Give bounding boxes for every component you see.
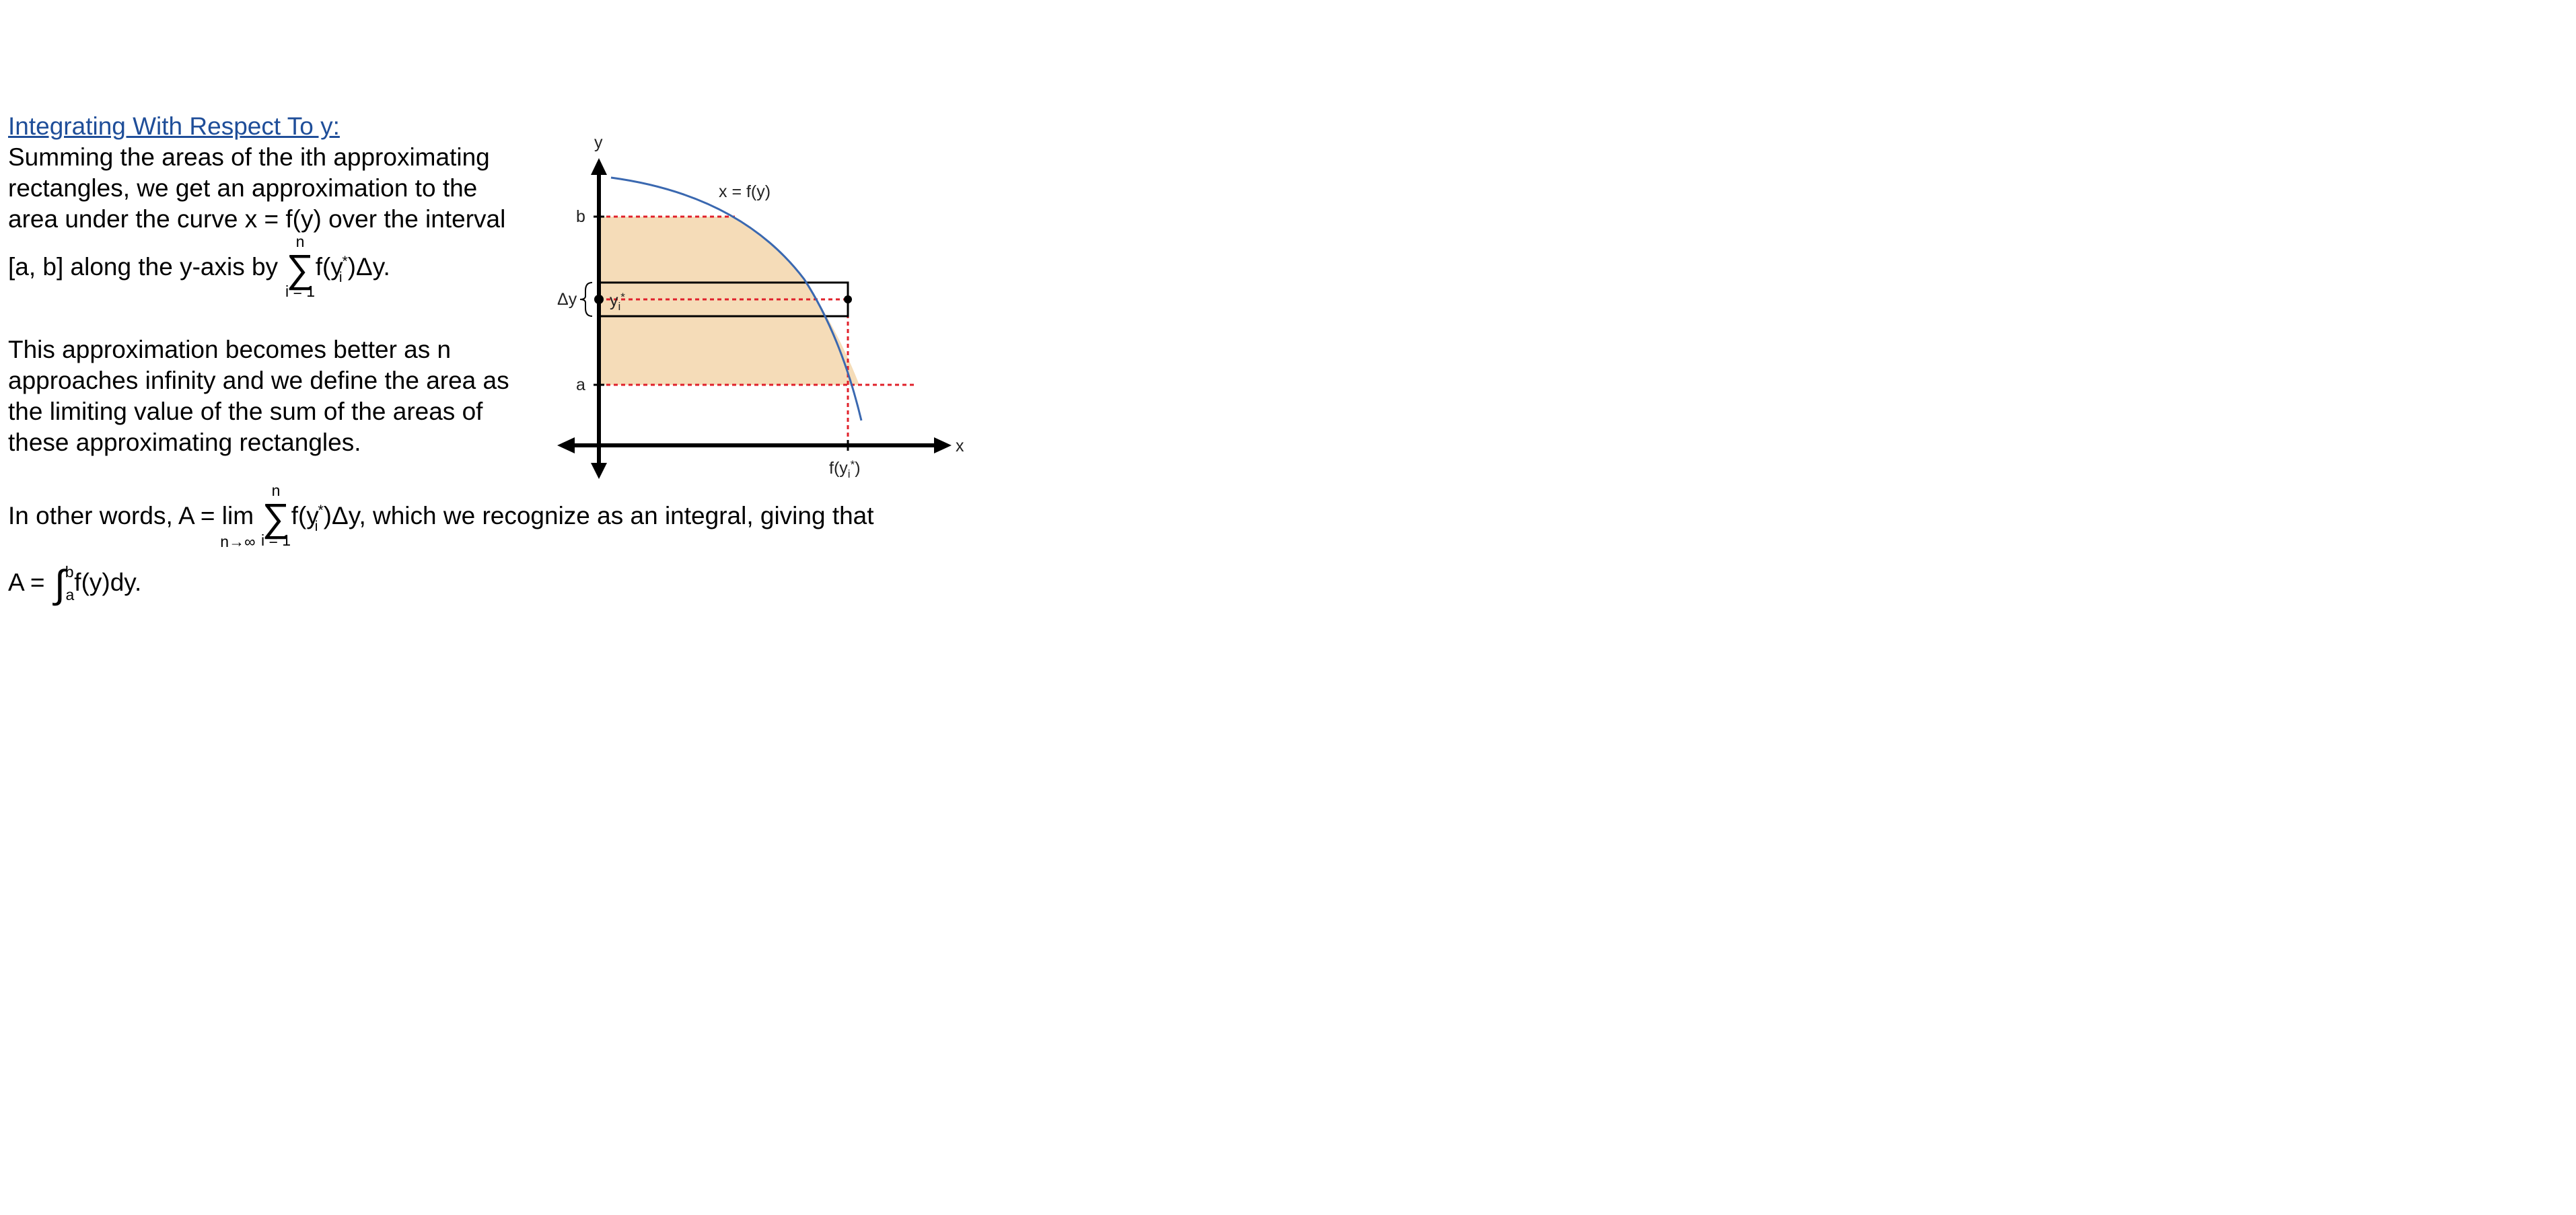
summation-symbol: ∑ n i = 1 — [285, 233, 316, 300]
sum2-term-sup: * — [318, 503, 324, 518]
integral-upper-limit: b — [65, 563, 74, 581]
sum2-term-sub: i — [314, 519, 318, 534]
summation-symbol-2: ∑ n i = 1 — [260, 482, 291, 549]
para1-line3: area under the curve x = f(y) over the i… — [8, 205, 506, 233]
curve-label: x = f(y) — [719, 182, 771, 201]
integrand: f(y)dy. — [74, 568, 142, 596]
section-heading-link[interactable]: Integrating With Respect To y: — [8, 112, 340, 140]
para2-line3: the limiting value of the sum of the are… — [8, 398, 483, 425]
lim-word: lim n→∞ — [220, 501, 255, 550]
sum-term-sub: i — [338, 270, 343, 285]
sum-term: f(y — [315, 253, 343, 281]
para4-line: A = ∫baf(y)dy. — [8, 562, 142, 606]
para3-line: In other words, A = lim n→∞ ∑ n i = 1 f(yi*)… — [8, 482, 874, 551]
sum-lower-limit: i = 1 — [285, 283, 316, 300]
para2-line1: This approximation becomes better as n — [8, 336, 452, 363]
y-axis-up-arrow — [591, 158, 607, 175]
fyi-label: f(yi*) — [829, 458, 861, 480]
para1-line2: rectangles, we get an approximation to t… — [8, 174, 478, 202]
para1-line1: Summing the areas of the ith approximati… — [8, 143, 490, 171]
lim-subscript: n→∞ — [220, 533, 256, 550]
b-label: b — [576, 207, 585, 226]
sum2-lower-limit: i = 1 — [260, 531, 291, 549]
sum-term-sup: * — [342, 254, 348, 269]
para2-line2: approaches infinity and we define the ar… — [8, 367, 509, 394]
y-axis-label: y — [594, 133, 603, 152]
x-axis-right-arrow — [934, 437, 952, 453]
sum2-upper-limit: n — [271, 482, 281, 499]
sum-term-end: )Δy. — [347, 253, 390, 281]
area-diagram: y x x = f(y) b a Δy yi* f(yi*) — [557, 133, 964, 480]
para1-line4: [a, b] along the y-axis by ∑ n i = 1 f(yi*)… — [8, 233, 390, 300]
yi-label: yi* — [610, 291, 625, 313]
yi-point — [594, 295, 604, 304]
para3-prefix: In other words, A = — [8, 502, 222, 529]
delta-y-brace — [579, 282, 593, 317]
para4-prefix: A = — [8, 568, 52, 596]
y-axis-down-arrow — [591, 463, 607, 479]
x-axis-label: x — [956, 437, 964, 455]
delta-y-label: Δy — [557, 290, 577, 309]
para1-line4-prefix: [a, b] along the y-axis by — [8, 253, 279, 281]
integral-lower-limit: a — [65, 586, 75, 603]
x-axis-left-arrow — [557, 437, 575, 453]
curve-x-equals-fy — [610, 176, 863, 421]
a-label: a — [576, 375, 585, 394]
integral-symbol: ∫ — [54, 562, 65, 606]
curve-point — [844, 295, 852, 303]
shaded-area — [599, 217, 861, 385]
sum2-term-end: )Δy, which we recognize as an integral, … — [323, 502, 874, 529]
sum-upper-limit: n — [295, 233, 305, 250]
sum2-term: f(y — [291, 502, 319, 529]
para2-line4: these approximating rectangles. — [8, 429, 361, 456]
